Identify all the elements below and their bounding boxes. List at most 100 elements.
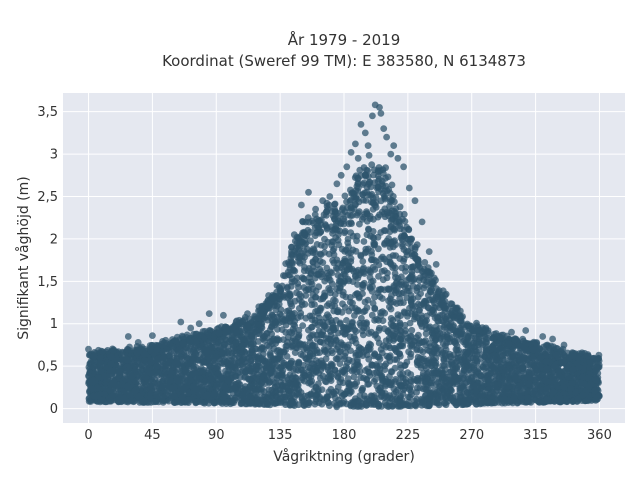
data-point [387,260,395,268]
data-point [381,362,389,370]
data-point [584,374,592,382]
data-point [428,310,436,318]
data-point [359,258,367,265]
data-point [425,340,433,347]
data-point [369,398,377,405]
data-point [386,326,394,333]
data-point [329,257,336,264]
data-point [284,386,292,394]
data-point [295,283,302,291]
data-point [390,298,398,306]
data-point [299,352,307,359]
data-point [337,273,345,281]
data-point [282,342,290,350]
data-point [380,227,388,234]
data-point [298,366,306,374]
data-point [123,356,131,364]
data-point [323,264,331,272]
data-point [97,368,105,375]
data-point [370,239,378,247]
chart-title-line1: År 1979 - 2019 [288,30,401,49]
data-point [312,384,320,392]
data-point [277,287,285,294]
data-point [372,376,379,383]
data-point [307,278,315,286]
data-point [440,356,448,364]
data-point [325,300,333,307]
data-point [402,263,410,271]
data-point [434,393,441,400]
data-point [381,255,388,263]
data-point [414,353,422,361]
data-point [295,331,303,339]
data-point [241,383,249,390]
data-point [114,381,122,389]
data-point [392,252,400,259]
data-point [551,362,559,370]
data-point [357,399,364,406]
chart-title-line2: Koordinat (Sweref 99 TM): E 383580, N 61… [162,52,526,70]
data-point [356,368,364,376]
data-point [272,318,279,326]
data-point [193,374,200,382]
data-point [432,323,440,331]
data-point [316,250,324,258]
data-point [468,377,476,385]
data-point [347,401,355,409]
data-point [375,273,382,280]
data-point [378,268,386,275]
data-point [174,377,182,385]
data-point [240,393,248,401]
data-point [247,343,255,351]
data-point [471,347,479,354]
data-point [269,312,276,319]
data-point [371,201,379,209]
data-point [327,317,335,324]
data-point [325,250,333,258]
data-point [370,369,378,377]
data-point [333,285,340,292]
data-point [378,374,386,381]
data-point [340,355,348,363]
data-point [210,399,218,407]
data-point [409,263,417,270]
data-point [168,384,175,392]
data-point [192,363,200,371]
data-point [452,346,460,353]
data-point [313,349,321,357]
data-point [417,364,425,371]
data-point [199,386,207,394]
data-point [550,388,557,396]
data-point [246,364,253,372]
data-point [385,354,392,361]
data-point [407,353,414,361]
data-point [247,357,255,364]
data-point [488,399,495,407]
data-point [384,393,391,401]
data-point [321,235,328,243]
data-point [564,373,572,381]
data-point [346,298,354,306]
data-point [302,292,310,299]
data-point [386,228,394,236]
data-point [273,347,281,355]
data-point [397,361,404,369]
data-point [377,392,385,400]
data-point [368,311,376,319]
data-point [386,253,393,261]
data-point [381,383,389,390]
data-point [360,238,368,245]
data-point [399,243,406,250]
data-point [318,386,326,393]
data-point [357,252,365,260]
data-point [357,374,365,381]
data-point [392,388,400,396]
data-point [326,402,333,410]
data-point [224,398,232,406]
data-point [528,369,536,377]
data-point [414,300,422,308]
data-point [369,300,377,307]
data-point [359,386,366,394]
data-point [416,306,423,314]
data-point [332,355,340,363]
